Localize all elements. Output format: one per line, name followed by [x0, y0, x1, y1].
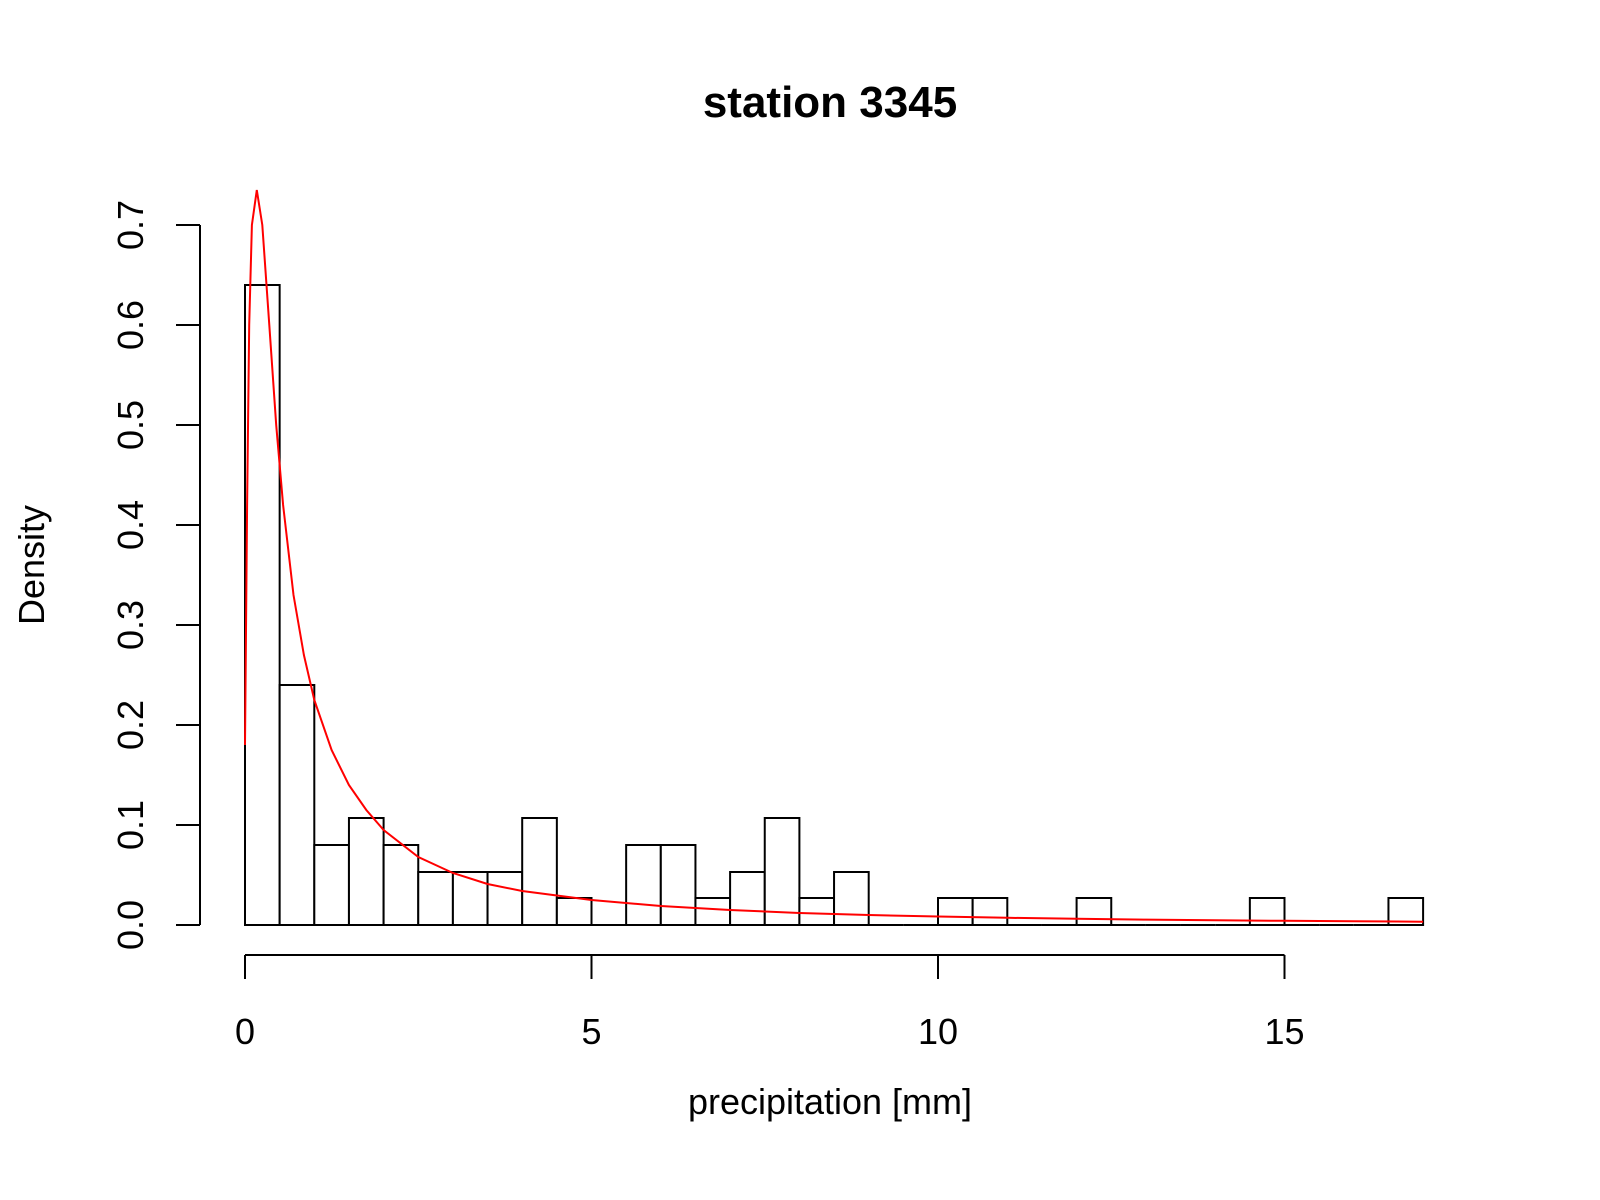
y-tick-label-0: 0.0 [110, 900, 151, 950]
y-tick-label-7: 0.7 [110, 200, 151, 250]
y-tick-label-5: 0.5 [110, 400, 151, 450]
histogram-bars [244, 284, 1425, 926]
x-tick-label-1: 5 [581, 1011, 601, 1052]
histogram-bar-3 [347, 817, 385, 926]
x-axis-ticks: 0 5 10 15 [235, 955, 1305, 1052]
y-axis-label: Density [11, 505, 52, 625]
chart-title: station 3345 [703, 78, 957, 127]
y-tick-label-1: 0.1 [110, 800, 151, 850]
histogram-bar-33 [1387, 897, 1425, 926]
histogram-bar-0 [244, 284, 281, 926]
histogram-bar-9 [555, 897, 593, 926]
histogram-bar-8 [521, 817, 558, 926]
histogram-bar-12 [659, 844, 697, 926]
histogram-bar-24 [1075, 897, 1113, 926]
histogram-bar-20 [937, 897, 974, 926]
y-tick-label-3: 0.3 [110, 600, 151, 650]
x-tick-label-2: 10 [918, 1011, 958, 1052]
y-tick-label-2: 0.2 [110, 700, 151, 750]
histogram-bar-4 [382, 844, 420, 926]
histogram-bar-5 [417, 871, 454, 926]
x-tick-label-0: 0 [235, 1011, 255, 1052]
x-tick-label-3: 15 [1264, 1011, 1304, 1052]
histogram-bar-2 [313, 844, 350, 926]
histogram-bar-11 [625, 844, 662, 926]
histogram-bar-14 [729, 871, 766, 926]
histogram-bar-6 [451, 871, 489, 926]
y-tick-label-4: 0.4 [110, 500, 151, 550]
y-axis: 0.0 0.1 0.2 0.3 0.4 0.5 0.6 0.7 [110, 200, 201, 950]
y-tick-label-6: 0.6 [110, 300, 151, 350]
histogram-bar-15 [763, 817, 801, 926]
fitted-density-curve [244, 189, 1424, 923]
histogram-bar-16 [798, 897, 836, 926]
histogram-bar-21 [971, 897, 1009, 926]
histogram-bar-13 [694, 897, 732, 926]
histogram-bar-17 [833, 871, 870, 926]
y-axis-ticks: 0.0 0.1 0.2 0.3 0.4 0.5 0.6 0.7 [110, 200, 200, 950]
histogram-bar-1 [278, 684, 316, 926]
histogram-bar-7 [486, 871, 524, 926]
x-axis: 0 5 10 15 [235, 954, 1305, 1052]
x-axis-label: precipitation [mm] [688, 1081, 972, 1122]
